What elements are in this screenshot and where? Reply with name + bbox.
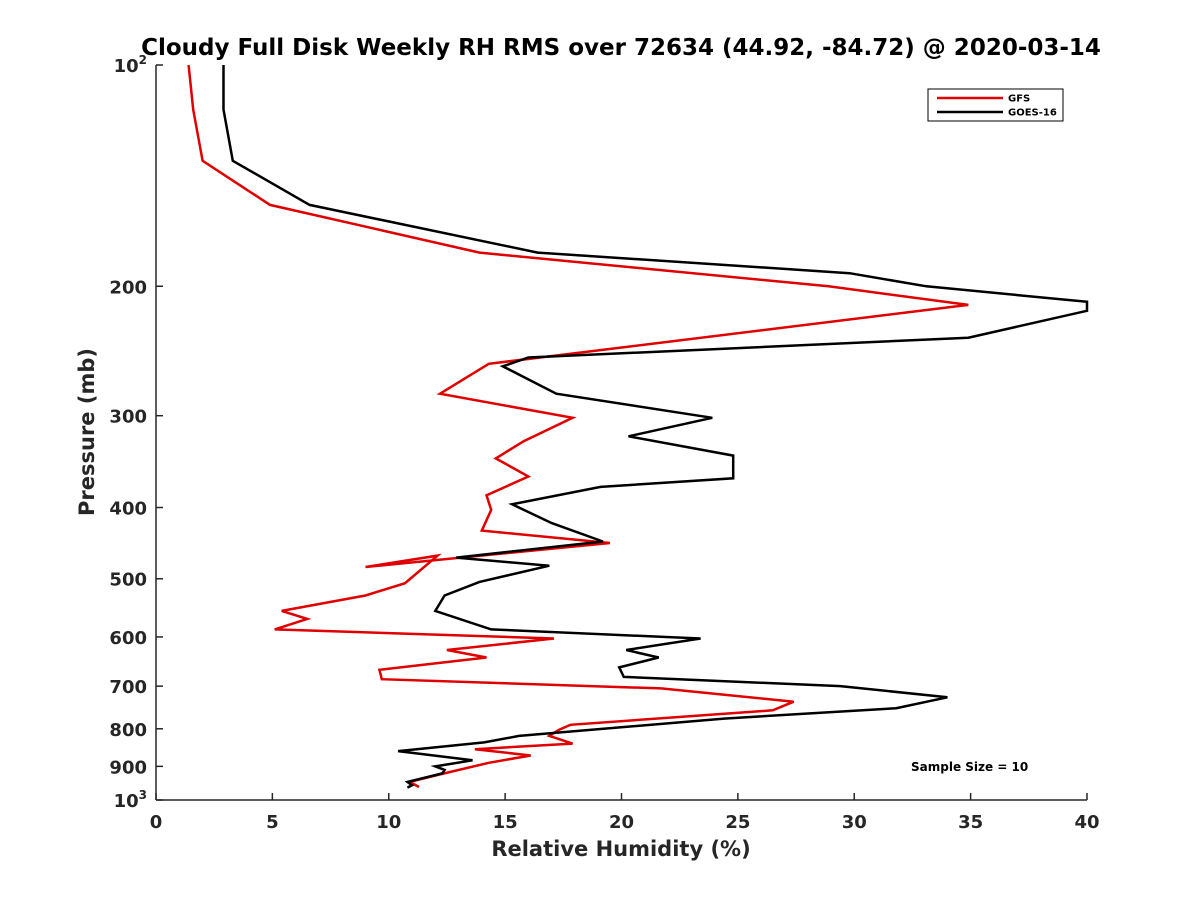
y-tick-base: 10 [114, 791, 139, 812]
y-tick-exponent: 3 [139, 788, 147, 802]
x-tick-label: 0 [150, 812, 163, 833]
x-tick-label: 35 [958, 812, 983, 833]
x-tick-label: 10 [376, 812, 401, 833]
y-tick-base: 10 [114, 56, 139, 77]
y-axis-label: Pressure (mb) [75, 348, 99, 516]
sample-size-annotation: Sample Size = 10 [911, 760, 1028, 774]
x-ticks: 0 5 10 15 20 25 30 35 40 [150, 793, 1100, 833]
x-tick-label: 20 [609, 812, 634, 833]
y-tick-label: 600 [109, 628, 147, 649]
series-line-goes-16 [222, 65, 1089, 789]
legend-label-gfs: GFS [1008, 94, 1030, 105]
y-tick-label: 300 [109, 407, 147, 428]
x-tick-label: 40 [1074, 812, 1099, 833]
x-tick-label: 15 [493, 812, 518, 833]
x-tick-label: 25 [725, 812, 750, 833]
legend: GFS GOES-16 [927, 88, 1064, 122]
y-tick-label: 102 [114, 53, 147, 77]
x-axis-label: Relative Humidity (%) [491, 837, 750, 861]
x-tick-label: 30 [842, 812, 867, 833]
series-lines [187, 64, 1089, 789]
legend-box [927, 88, 1064, 122]
y-tick-label: 103 [114, 788, 147, 812]
y-tick-label: 500 [109, 570, 147, 591]
y-tick-exponent: 2 [139, 53, 147, 67]
y-tick-label: 700 [109, 677, 147, 698]
chart-title: Cloudy Full Disk Weekly RH RMS over 7263… [141, 35, 1101, 61]
y-tick-label: 800 [109, 720, 147, 741]
plot-area: 0 5 10 15 20 25 30 35 40 10220030040050060070080… [109, 53, 1099, 833]
y-tick-label: 900 [109, 757, 147, 778]
x-tick-label: 5 [266, 812, 279, 833]
y-tick-label: 400 [109, 499, 147, 520]
legend-label-goes-16: GOES-16 [1008, 108, 1057, 119]
series-line-gfs [187, 64, 969, 789]
y-tick-label: 200 [109, 277, 147, 298]
